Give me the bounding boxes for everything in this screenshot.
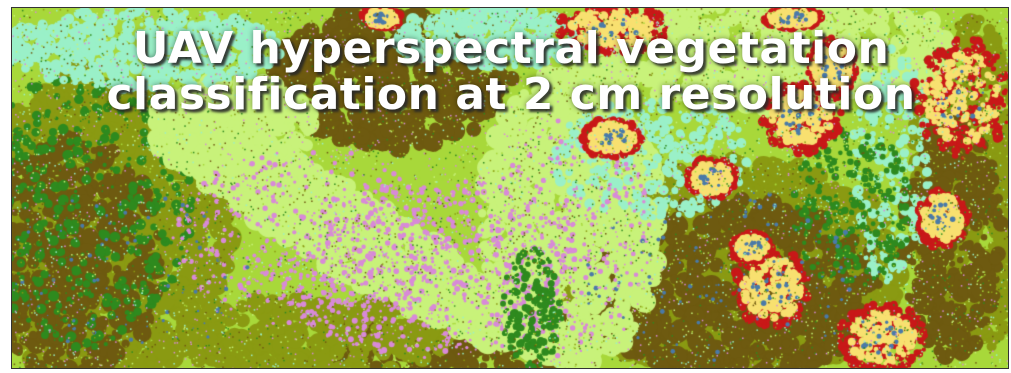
vegetation-classification-image [12,8,1008,368]
classification-map: UAV hyperspectral vegetation classificat… [11,7,1009,369]
